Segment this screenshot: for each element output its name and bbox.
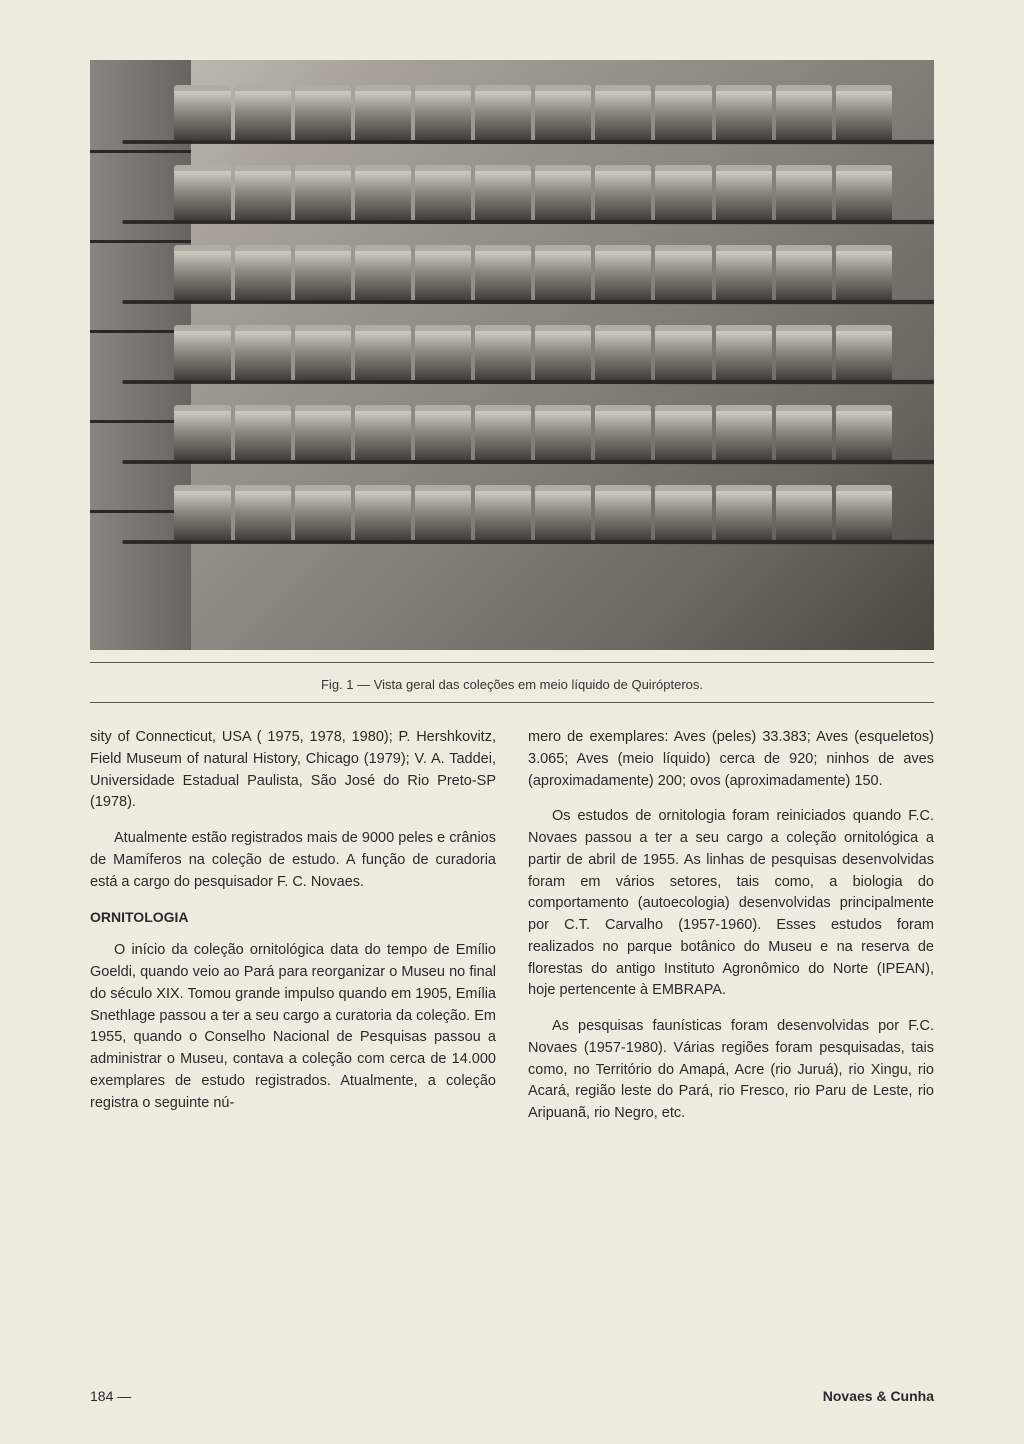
left-para-1: sity of Connecticut, USA ( 1975, 1978, 1…: [90, 727, 496, 814]
page-footer: 184 — Novaes & Cunha: [90, 1388, 934, 1404]
right-para-3: As pesquisas faunísticas foram desenvolv…: [528, 1016, 934, 1125]
section-heading-ornitologia: ORNITOLOGIA: [90, 907, 496, 928]
page-number: 184 —: [90, 1388, 131, 1404]
figure-caption: Fig. 1 — Vista geral das coleções em mei…: [90, 673, 934, 702]
left-para-2: Atualmente estão registrados mais de 900…: [90, 828, 496, 893]
figure-photograph: [90, 60, 934, 650]
left-para-3: O início da coleção ornitológica data do…: [90, 940, 496, 1114]
divider-top: [90, 662, 934, 663]
divider-bottom: [90, 702, 934, 703]
left-column: sity of Connecticut, USA ( 1975, 1978, 1…: [90, 727, 496, 1139]
figure-container: Fig. 1 — Vista geral das coleções em mei…: [90, 60, 934, 703]
footer-authors: Novaes & Cunha: [823, 1388, 934, 1404]
right-para-1: mero de exemplares: Aves (peles) 33.383;…: [528, 727, 934, 792]
right-para-2: Os estudos de ornitologia foram reinicia…: [528, 806, 934, 1002]
text-columns: sity of Connecticut, USA ( 1975, 1978, 1…: [90, 727, 934, 1139]
right-column: mero de exemplares: Aves (peles) 33.383;…: [528, 727, 934, 1139]
